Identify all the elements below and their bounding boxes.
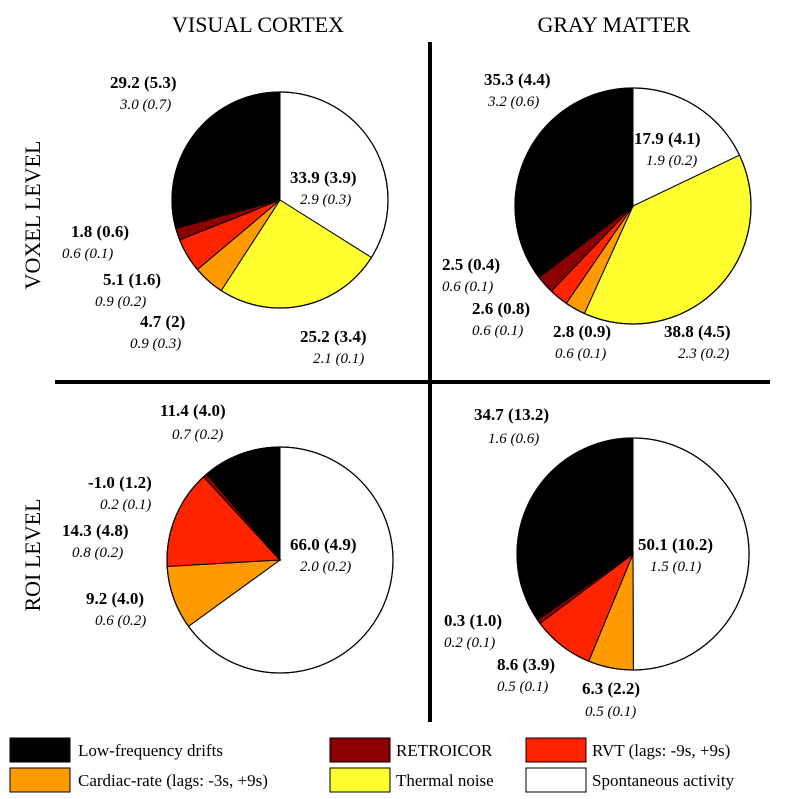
label-lowfreq-sub: 0.7 (0.2) [172, 427, 223, 443]
pie1-labels: 33.9 (3.9) 2.9 (0.3) 25.2 (3.4) 2.1 (0.1… [62, 73, 367, 367]
pie-visual-cortex-roi [166, 446, 394, 674]
pie4-labels: 50.1 (10.2) 1.5 (0.1) 6.3 (2.2) 0.5 (0.1… [444, 405, 713, 720]
label-lowfreq-sub: 3.2 (0.6) [487, 94, 539, 110]
pie-outline [516, 437, 750, 671]
pie-gray-matter-voxel [514, 87, 752, 325]
label-rvt-sub: 0.8 (0.2) [72, 545, 123, 561]
label-rvt-value: 14.3 (4.8) [62, 521, 129, 540]
col-title-gray-matter: GRAY MATTER [537, 12, 690, 37]
label-rvt-sub: 0.5 (0.1) [497, 679, 548, 695]
pie-outline [166, 446, 394, 674]
label-lowfreq-sub: 1.6 (0.6) [488, 431, 539, 447]
legend-swatch-retroicor [329, 737, 391, 763]
pie-outline [171, 91, 389, 309]
label-spontaneous-sub: 1.9 (0.2) [646, 153, 697, 169]
label-cardiac-value: 9.2 (4.0) [86, 589, 144, 608]
legend-label-retroicor: RETROICOR [396, 741, 493, 760]
label-cardiac-value: 6.3 (2.2) [582, 679, 640, 698]
label-lowfreq-value: 29.2 (5.3) [110, 73, 177, 92]
legend-swatch-thermal [329, 767, 391, 793]
label-retroicor-sub: 0.6 (0.1) [442, 279, 493, 295]
label-thermal-sub: 2.1 (0.1) [313, 351, 364, 367]
label-cardiac-sub: 0.6 (0.2) [95, 613, 146, 629]
legend-label-lowfreq: Low-frequency drifts [78, 741, 223, 760]
label-spontaneous-value: 17.9 (4.1) [634, 129, 701, 148]
label-retroicor-sub: 0.2 (0.1) [100, 497, 151, 513]
label-lowfreq-value: 34.7 (13.2) [474, 405, 549, 424]
label-cardiac-value: 4.7 (2) [140, 312, 185, 331]
label-retroicor-sub: 0.2 (0.1) [444, 635, 495, 651]
label-retroicor-sub: 0.6 (0.1) [62, 246, 113, 262]
label-retroicor-value: 1.8 (0.6) [71, 222, 129, 241]
label-spontaneous-value: 50.1 (10.2) [638, 535, 713, 554]
label-rvt-value: 2.6 (0.8) [472, 299, 530, 318]
label-thermal-value: 38.8 (4.5) [664, 322, 731, 341]
label-thermal-value: 25.2 (3.4) [300, 327, 367, 346]
label-spontaneous-value: 66.0 (4.9) [290, 535, 357, 554]
legend-swatch-lowfreq [9, 737, 71, 763]
legend-swatch-rvt [525, 737, 587, 763]
label-spontaneous-sub: 1.5 (0.1) [650, 559, 701, 575]
pie2-labels: 17.9 (4.1) 1.9 (0.2) 38.8 (4.5) 2.3 (0.2… [442, 70, 731, 362]
legend-label-rvt: RVT (lags: -9s, +9s) [592, 741, 730, 760]
label-spontaneous-sub: 2.0 (0.2) [300, 559, 351, 575]
pie-gray-matter-roi [516, 437, 750, 671]
label-cardiac-sub: 0.9 (0.3) [130, 336, 181, 352]
legend-label-spontaneous: Spontaneous activity [592, 771, 735, 790]
label-rvt-value: 8.6 (3.9) [497, 655, 555, 674]
label-thermal-sub: 2.3 (0.2) [678, 346, 729, 362]
label-retroicor-value: -1.0 (1.2) [88, 473, 152, 492]
legend-label-thermal: Thermal noise [396, 771, 494, 790]
pie-visual-cortex-voxel [171, 91, 389, 309]
pie-outline [514, 87, 752, 325]
label-rvt-sub: 0.9 (0.2) [95, 294, 146, 310]
label-rvt-value: 5.1 (1.6) [103, 270, 161, 289]
label-rvt-sub: 0.6 (0.1) [472, 323, 523, 339]
label-lowfreq-value: 11.4 (4.0) [160, 401, 226, 420]
legend: Low-frequency drifts RETROICOR RVT (lags… [9, 737, 735, 793]
pie3-labels: 66.0 (4.9) 2.0 (0.2) 9.2 (4.0) 0.6 (0.2)… [62, 401, 357, 629]
label-spontaneous-value: 33.9 (3.9) [290, 168, 357, 187]
label-cardiac-sub: 0.6 (0.1) [555, 346, 606, 362]
label-retroicor-value: 0.3 (1.0) [444, 611, 502, 630]
label-cardiac-sub: 0.5 (0.1) [585, 704, 636, 720]
label-lowfreq-value: 35.3 (4.4) [484, 70, 551, 89]
label-spontaneous-sub: 2.9 (0.3) [300, 192, 351, 208]
row-title-voxel-level: VOXEL LEVEL [20, 141, 45, 290]
legend-swatch-cardiac [9, 767, 71, 793]
label-lowfreq-sub: 3.0 (0.7) [119, 97, 171, 113]
label-cardiac-value: 2.8 (0.9) [553, 322, 611, 341]
col-title-visual-cortex: VISUAL CORTEX [172, 12, 344, 37]
legend-label-cardiac: Cardiac-rate (lags: -3s, +9s) [78, 771, 268, 790]
label-retroicor-value: 2.5 (0.4) [442, 255, 500, 274]
legend-swatch-spontaneous [525, 767, 587, 793]
row-title-roi-level: ROI LEVEL [20, 498, 45, 611]
